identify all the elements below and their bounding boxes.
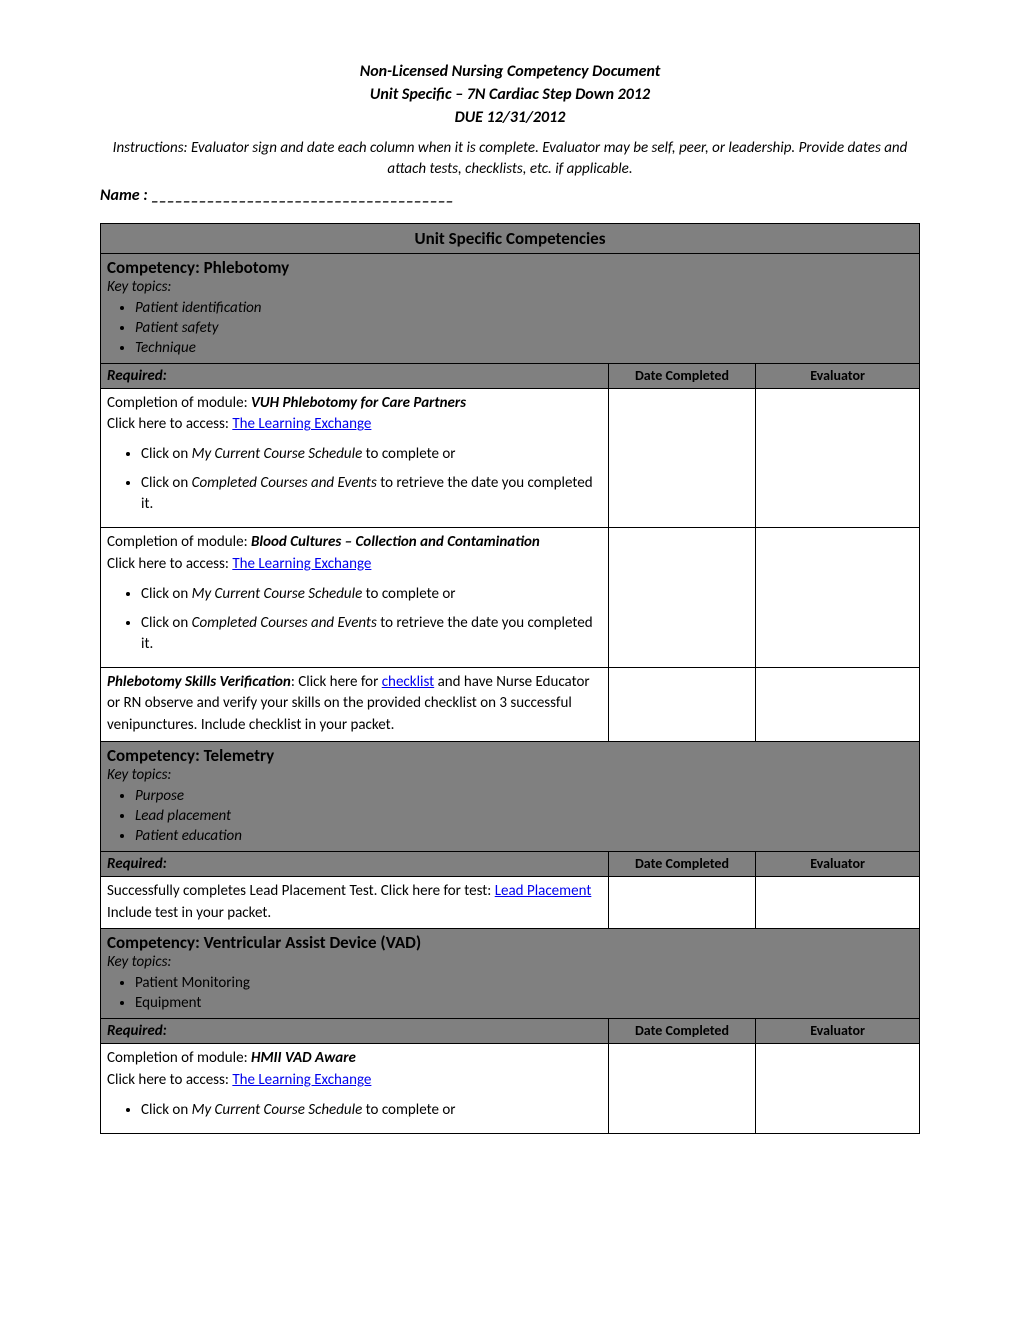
instructions-text: Instructions: Evaluator sign and date ea… bbox=[100, 138, 920, 180]
required-header: Required: bbox=[101, 363, 609, 388]
learning-exchange-link[interactable]: The Learning Exchange bbox=[232, 555, 371, 573]
competency-title: Competency: Phlebotomy bbox=[107, 257, 913, 278]
key-topics-list: Patient Monitoring Equipment bbox=[135, 973, 913, 1013]
date-completed-cell[interactable] bbox=[608, 528, 755, 668]
date-completed-cell[interactable] bbox=[608, 388, 755, 528]
topic-item: Technique bbox=[135, 338, 913, 358]
competency-vad-header: Competency: Ventricular Assist Device (V… bbox=[101, 929, 920, 1019]
topic-item: Patient Monitoring bbox=[135, 973, 913, 993]
date-completed-cell[interactable] bbox=[608, 667, 755, 741]
date-completed-header: Date Completed bbox=[608, 363, 755, 388]
topic-item: Patient safety bbox=[135, 318, 913, 338]
steps-list: Click on My Current Course Schedule to c… bbox=[141, 580, 602, 659]
learning-exchange-link[interactable]: The Learning Exchange bbox=[232, 1071, 371, 1089]
competency-phlebotomy-header: Competency: Phlebotomy Key topics: Patie… bbox=[101, 253, 920, 363]
requirement-row: Completion of module: HMII VAD Aware Cli… bbox=[101, 1044, 609, 1134]
requirement-row: Phlebotomy Skills Verification: Click he… bbox=[101, 667, 609, 741]
competency-table: Unit Specific Competencies Competency: P… bbox=[100, 223, 920, 1134]
evaluator-cell[interactable] bbox=[756, 388, 920, 528]
step-item: Click on My Current Course Schedule to c… bbox=[141, 440, 602, 469]
steps-list: Click on My Current Course Schedule to c… bbox=[141, 440, 602, 519]
learning-exchange-link[interactable]: The Learning Exchange bbox=[232, 415, 371, 433]
step-item: Click on Completed Courses and Events to… bbox=[141, 469, 602, 519]
competency-title: Competency: Telemetry bbox=[107, 745, 913, 766]
name-field-label: Name : _________________________________… bbox=[100, 186, 920, 205]
step-item: Click on My Current Course Schedule to c… bbox=[141, 1096, 602, 1125]
header-line-2: Unit Specific – 7N Cardiac Step Down 201… bbox=[100, 83, 920, 106]
evaluator-cell[interactable] bbox=[756, 667, 920, 741]
evaluator-header: Evaluator bbox=[756, 1019, 920, 1044]
evaluator-cell[interactable] bbox=[756, 1044, 920, 1134]
date-completed-cell[interactable] bbox=[608, 1044, 755, 1134]
requirement-row: Completion of module: Blood Cultures – C… bbox=[101, 528, 609, 668]
header-line-3: DUE 12/31/2012 bbox=[100, 106, 920, 129]
requirement-row: Successfully completes Lead Placement Te… bbox=[101, 876, 609, 929]
competency-telemetry-header: Competency: Telemetry Key topics: Purpos… bbox=[101, 741, 920, 851]
topic-item: Purpose bbox=[135, 786, 913, 806]
key-topics-list: Purpose Lead placement Patient education bbox=[135, 786, 913, 846]
required-header: Required: bbox=[101, 1019, 609, 1044]
date-completed-cell[interactable] bbox=[608, 876, 755, 929]
evaluator-cell[interactable] bbox=[756, 528, 920, 668]
table-title: Unit Specific Competencies bbox=[101, 223, 920, 253]
evaluator-cell[interactable] bbox=[756, 876, 920, 929]
checklist-link[interactable]: checklist bbox=[382, 673, 434, 691]
key-topics-label: Key topics: bbox=[107, 278, 913, 296]
date-completed-header: Date Completed bbox=[608, 851, 755, 876]
step-item: Click on Completed Courses and Events to… bbox=[141, 609, 602, 659]
evaluator-header: Evaluator bbox=[756, 363, 920, 388]
key-topics-label: Key topics: bbox=[107, 766, 913, 784]
header-line-1: Non-Licensed Nursing Competency Document bbox=[100, 60, 920, 83]
requirement-row: Completion of module: VUH Phlebotomy for… bbox=[101, 388, 609, 528]
step-item: Click on My Current Course Schedule to c… bbox=[141, 580, 602, 609]
topic-item: Lead placement bbox=[135, 806, 913, 826]
date-completed-header: Date Completed bbox=[608, 1019, 755, 1044]
topic-item: Equipment bbox=[135, 993, 913, 1013]
topic-item: Patient education bbox=[135, 826, 913, 846]
topic-item: Patient identification bbox=[135, 298, 913, 318]
required-header: Required: bbox=[101, 851, 609, 876]
competency-title: Competency: Ventricular Assist Device (V… bbox=[107, 932, 913, 953]
lead-placement-link[interactable]: Lead Placement bbox=[495, 882, 592, 900]
key-topics-list: Patient identification Patient safety Te… bbox=[135, 298, 913, 358]
steps-list: Click on My Current Course Schedule to c… bbox=[141, 1096, 602, 1125]
evaluator-header: Evaluator bbox=[756, 851, 920, 876]
key-topics-label: Key topics: bbox=[107, 953, 913, 971]
document-header: Non-Licensed Nursing Competency Document… bbox=[100, 60, 920, 130]
